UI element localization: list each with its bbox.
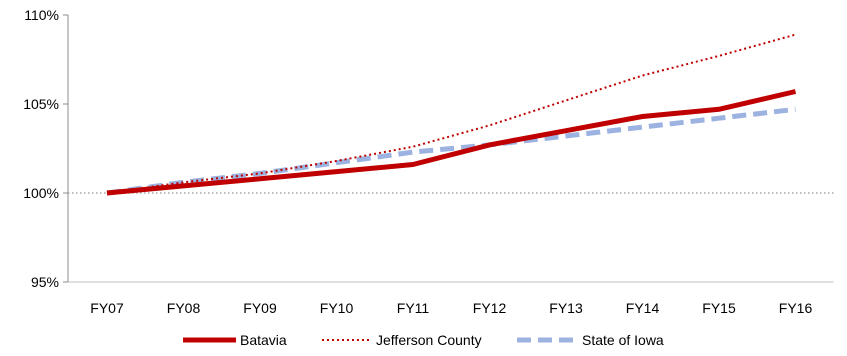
series-line-jefferson-county	[106, 33, 796, 194]
y-tick-label: 105%	[23, 96, 59, 112]
x-tick-label: FY11	[397, 300, 430, 316]
y-tick-label: 100%	[23, 185, 59, 201]
x-tick-label: FY07	[90, 300, 124, 316]
x-tick-label: FY12	[473, 300, 507, 316]
x-tick-label: FY09	[243, 300, 277, 316]
y-tick-label: 110%	[24, 7, 59, 23]
legend: Batavia Jefferson County State of Iowa	[183, 332, 664, 348]
x-tick-label: FY10	[320, 300, 354, 316]
legend-label-batavia: Batavia	[240, 332, 287, 348]
x-tick-label: FY08	[167, 300, 201, 316]
series-line-state-of-iowa	[106, 106, 796, 196]
legend-label-jefferson-county: Jefferson County	[376, 332, 482, 348]
x-tick-label: FY13	[549, 300, 583, 316]
x-tick-label: FY14	[626, 300, 660, 316]
y-tick-label: 95%	[31, 274, 59, 290]
tick-labels: 95% 100% 105% 110% FY07 FY08 FY09 FY10 FY11 FY12 F…	[23, 7, 812, 316]
axes	[63, 14, 834, 283]
series-line-batavia	[106, 89, 797, 196]
x-tick-label: FY16	[779, 300, 813, 316]
legend-label-state-of-iowa: State of Iowa	[582, 332, 664, 348]
series-lines	[106, 33, 797, 196]
x-tick-label: FY15	[702, 300, 736, 316]
